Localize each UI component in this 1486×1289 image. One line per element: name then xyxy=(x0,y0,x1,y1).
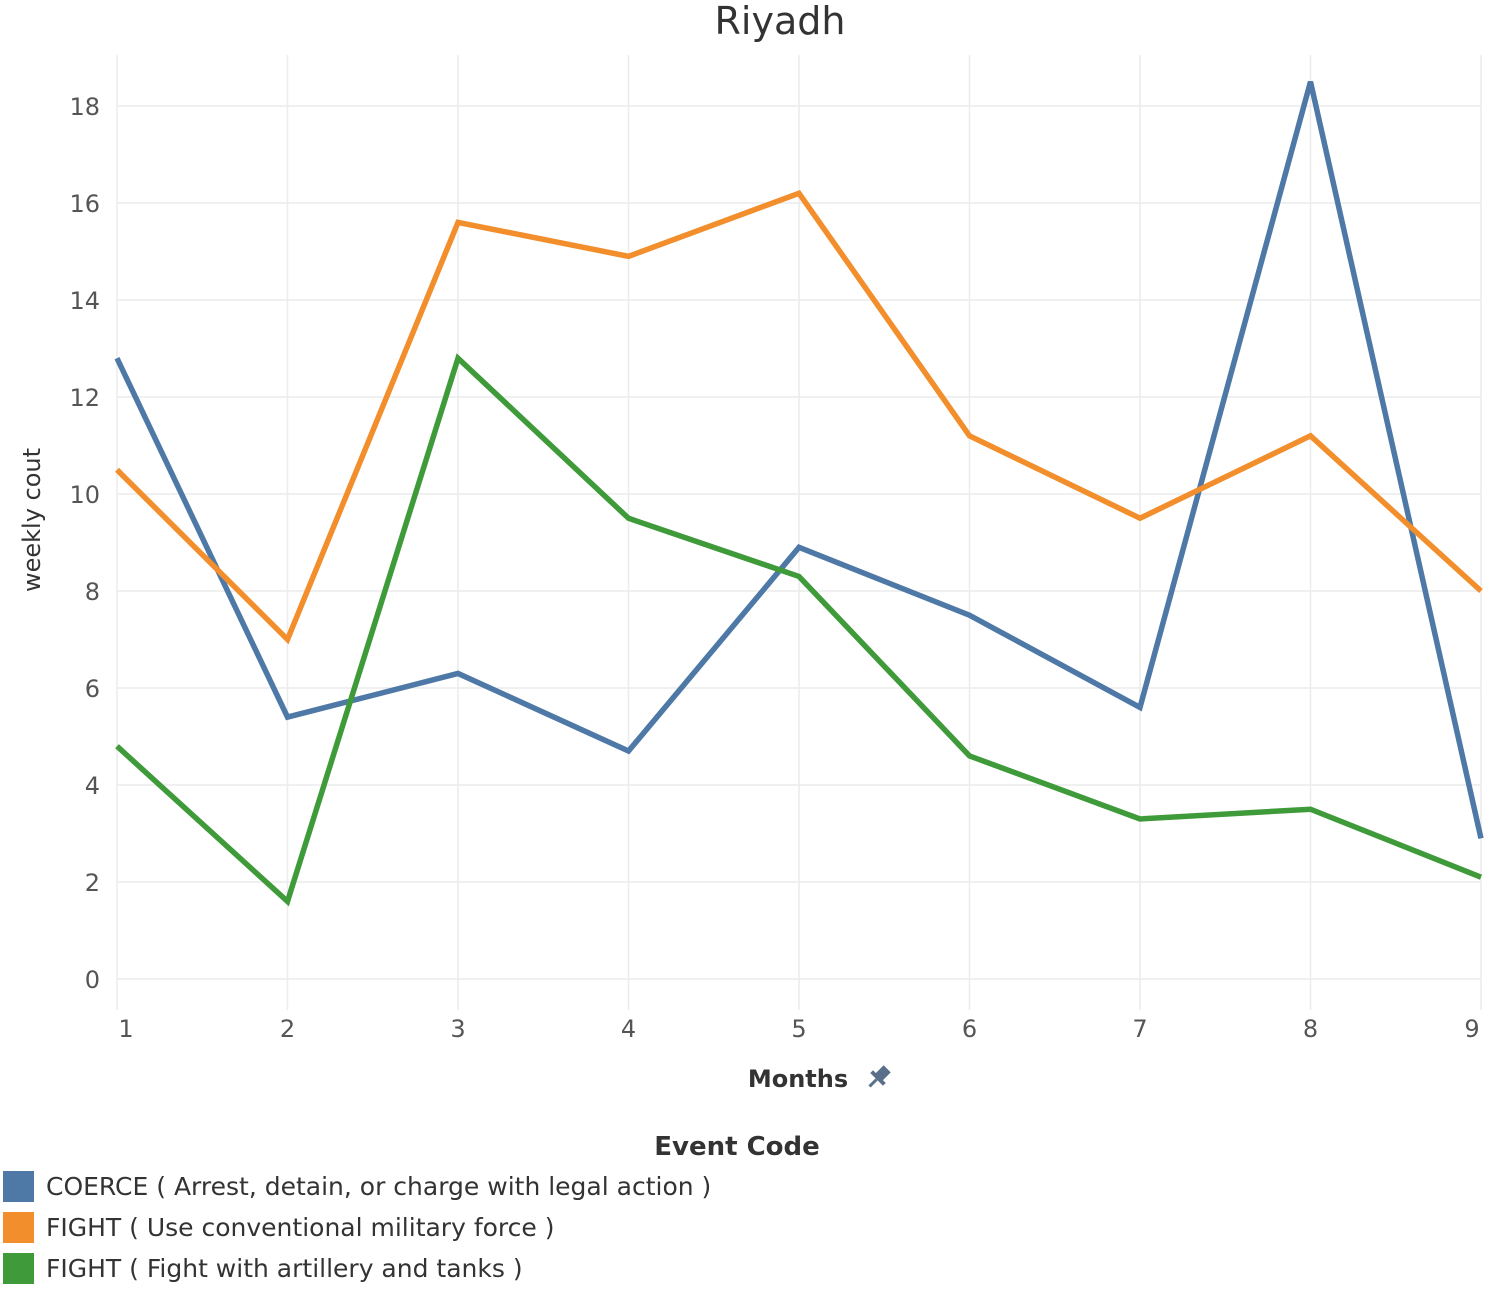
legend-swatch xyxy=(3,1171,34,1202)
y-tick-label: 2 xyxy=(85,869,100,897)
y-tick-label: 8 xyxy=(85,578,100,606)
legend-label[interactable]: FIGHT ( Fight with artillery and tanks ) xyxy=(46,1254,523,1283)
y-tick-label: 4 xyxy=(85,772,100,800)
series-line-1[interactable] xyxy=(114,81,1484,839)
x-tick-label: 8 xyxy=(1303,1015,1318,1043)
y-axis-label: weekly cout xyxy=(18,448,46,592)
x-axis-ticks: 1 2 3 4 5 6 7 8 9 xyxy=(118,1015,1479,1043)
x-tick-label: 2 xyxy=(280,1015,295,1043)
x-tick-label: 6 xyxy=(962,1015,977,1043)
y-tick-label: 10 xyxy=(69,481,100,509)
pin-icon[interactable] xyxy=(863,1062,893,1092)
x-axis-label: Months xyxy=(748,1065,848,1093)
y-tick-label: 14 xyxy=(69,287,100,315)
y-tick-label: 16 xyxy=(69,190,100,218)
x-tick-label: 5 xyxy=(791,1015,806,1043)
legend: COERCE ( Arrest, detain, or charge with … xyxy=(3,1171,711,1284)
x-tick-label: 9 xyxy=(1464,1015,1479,1043)
legend-swatch xyxy=(3,1253,34,1284)
legend-label[interactable]: COERCE ( Arrest, detain, or charge with … xyxy=(46,1172,711,1201)
chart-title: Riyadh xyxy=(715,0,846,43)
y-tick-label: 12 xyxy=(69,384,100,412)
y-axis-ticks: 0 2 4 6 8 10 12 14 16 18 xyxy=(69,93,100,994)
y-tick-label: 6 xyxy=(85,675,100,703)
legend-title: Event Code xyxy=(654,1132,820,1162)
y-tick-label: 18 xyxy=(69,93,100,121)
legend-swatch xyxy=(3,1212,34,1243)
x-tick-label: 7 xyxy=(1132,1015,1147,1043)
y-tick-label: 0 xyxy=(85,966,100,994)
x-tick-label: 4 xyxy=(621,1015,636,1043)
series-line-3[interactable] xyxy=(115,353,1483,907)
series-lines xyxy=(114,81,1484,907)
series-line-2[interactable] xyxy=(115,189,1483,645)
x-tick-label: 3 xyxy=(450,1015,465,1043)
legend-label[interactable]: FIGHT ( Use conventional military force … xyxy=(46,1213,554,1242)
x-tick-label: 1 xyxy=(118,1015,133,1043)
